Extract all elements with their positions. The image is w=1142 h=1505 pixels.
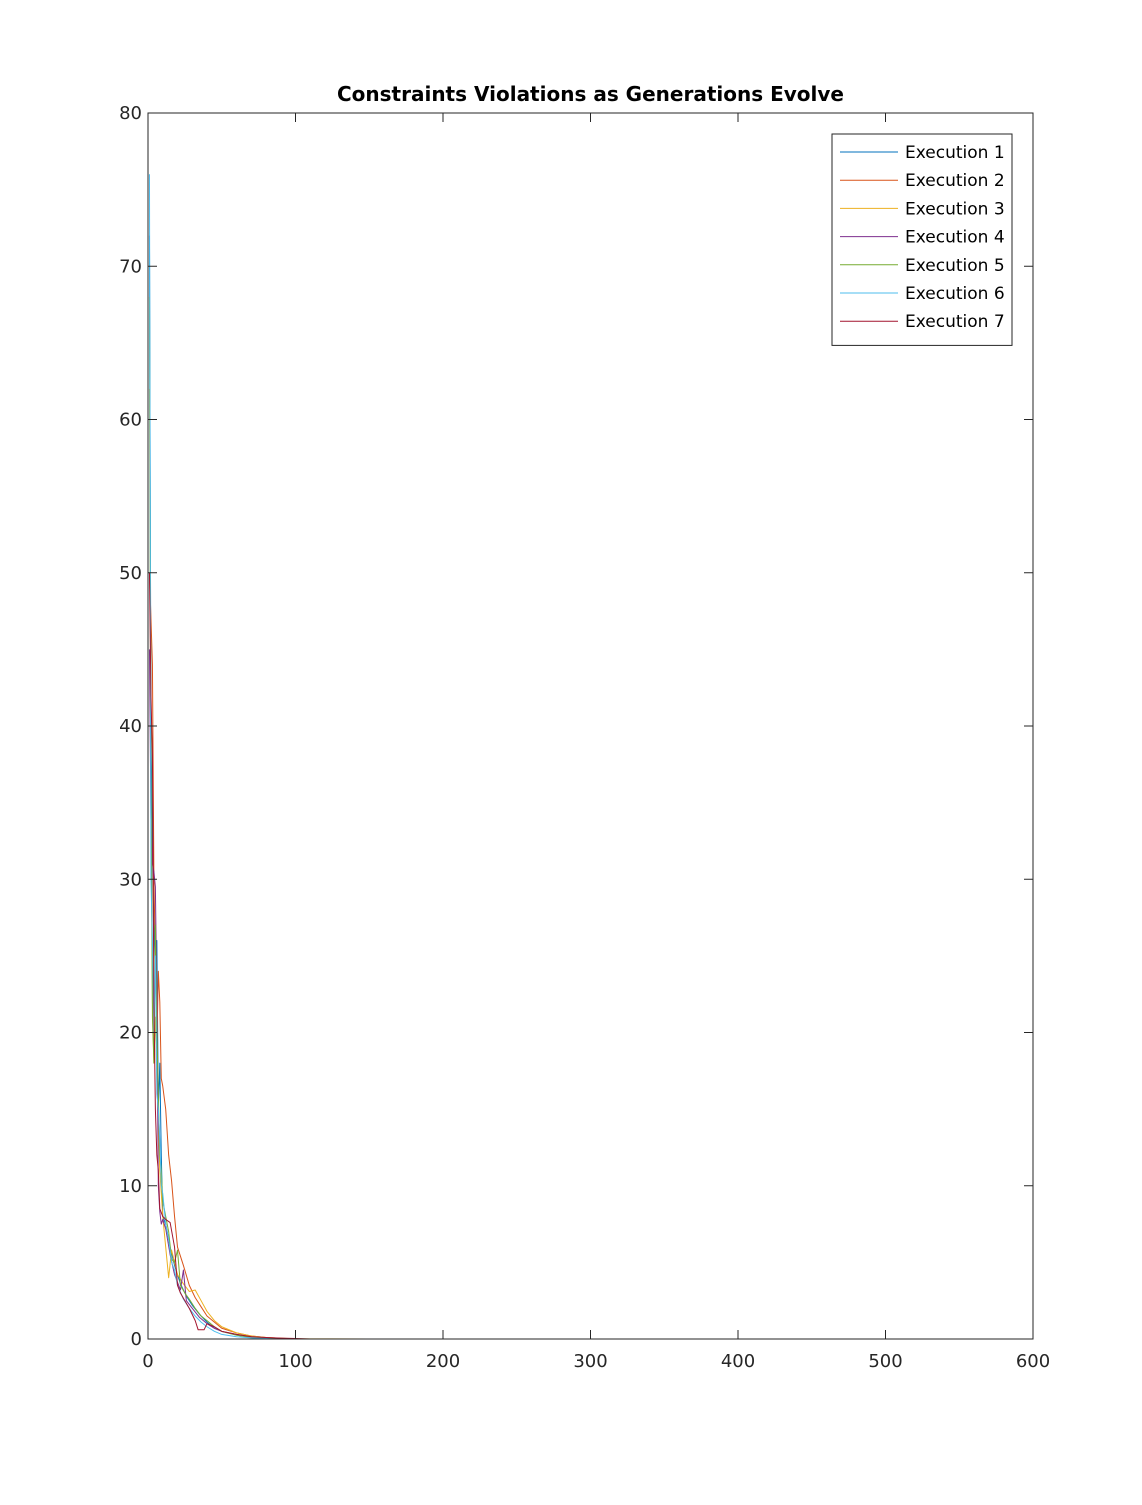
y-tick-label: 80 — [119, 103, 142, 124]
series-line-6 — [148, 174, 1033, 1340]
legend: Execution 1 Execution 2 Execution 3 Executi… — [831, 133, 1013, 346]
series-line-3 — [148, 388, 1033, 1340]
x-tick-label: 400 — [721, 1351, 755, 1372]
series-line-4 — [148, 649, 1033, 1340]
y-tick-label: 70 — [119, 256, 142, 277]
legend-label-7: Execution 7 — [905, 312, 1005, 332]
x-tick-label: 100 — [278, 1351, 312, 1372]
legend-box — [831, 133, 1013, 346]
plot-layer — [148, 174, 1033, 1340]
legend-label-2: Execution 2 — [905, 171, 1005, 191]
y-tick-label: 0 — [131, 1329, 142, 1350]
y-tick-label: 30 — [119, 869, 142, 890]
series-line-1 — [148, 235, 1033, 1340]
x-tick-label: 300 — [573, 1351, 607, 1372]
y-tick-label: 60 — [119, 410, 142, 431]
axes-layer: 0 100 200 300 400 500 600 0 10 20 30 40 50 60 70 80 — [119, 103, 1050, 1372]
legend-label-1: Execution 1 — [905, 143, 1005, 163]
legend-label-4: Execution 4 — [905, 228, 1005, 248]
y-tick-label: 10 — [119, 1176, 142, 1197]
x-tick-label: 600 — [1016, 1351, 1050, 1372]
chart-title: Constraints Violations as Generations Ev… — [336, 82, 844, 106]
x-tick-label: 0 — [142, 1351, 153, 1372]
y-tick-label: 20 — [119, 1023, 142, 1044]
series-line-7 — [148, 572, 1033, 1340]
series-line-2 — [148, 572, 1033, 1340]
y-tick-label: 40 — [119, 716, 142, 737]
x-tick-label: 200 — [426, 1351, 460, 1372]
y-tick-label: 50 — [119, 563, 142, 584]
legend-label-5: Execution 5 — [905, 256, 1005, 276]
series-line-5 — [148, 296, 1033, 1340]
legend-label-6: Execution 6 — [905, 284, 1005, 304]
x-tick-label: 500 — [868, 1351, 902, 1372]
legend-label-3: Execution 3 — [905, 199, 1005, 219]
